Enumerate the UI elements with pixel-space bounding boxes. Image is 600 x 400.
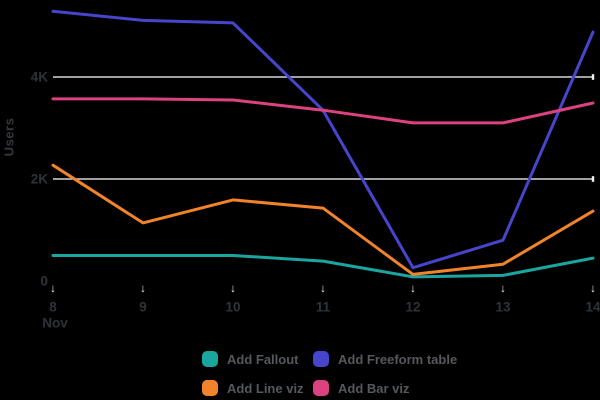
series-line-add-freeform-table[interactable] xyxy=(51,9,595,270)
x-tick-label-11: 11 xyxy=(316,300,331,315)
x-axis-month-label: Nov xyxy=(42,316,68,331)
gridline-end-tick-2k xyxy=(591,176,595,182)
y-tick-label-4k: 4K xyxy=(31,70,49,85)
legend-label-add-fallout: Add Fallout xyxy=(227,351,299,367)
legend-swatch-icon-add-freeform-table xyxy=(313,351,329,367)
y-tick-label-2k: 2K xyxy=(31,172,49,187)
x-tick-arrow-icon: ↓ xyxy=(590,283,596,295)
legend-item-add-line-viz[interactable]: Add Line viz xyxy=(202,380,313,396)
legend-label-add-freeform-table: Add Freeform table xyxy=(338,351,458,367)
legend-label-add-bar-viz: Add Bar viz xyxy=(338,380,410,396)
x-tick-label-14: 14 xyxy=(585,300,600,315)
series-line-add-bar-viz[interactable] xyxy=(51,97,595,125)
series-line-add-line-viz[interactable] xyxy=(51,163,595,276)
x-tick-arrow-icon: ↓ xyxy=(50,283,56,295)
x-tick-label-9: 9 xyxy=(139,300,147,315)
legend-label-add-line-viz: Add Line viz xyxy=(227,380,304,396)
legend-item-add-bar-viz[interactable]: Add Bar viz xyxy=(313,380,457,396)
x-tick-arrow-icon: ↓ xyxy=(410,283,416,295)
legend-swatch-icon-add-fallout xyxy=(202,351,218,367)
chart-legend: Add Fallout Add Freeform table Add Line vi… xyxy=(202,351,457,396)
x-tick-label-13: 13 xyxy=(495,300,511,315)
gridline-end-tick-4k xyxy=(591,74,595,80)
x-tick-label-10: 10 xyxy=(225,300,240,315)
y-tick-label-0: 0 xyxy=(40,274,48,289)
x-tick-arrow-icon: ↓ xyxy=(320,283,326,295)
x-tick-arrow-icon: ↓ xyxy=(140,283,146,295)
x-tick-label-8: 8 xyxy=(49,300,57,315)
x-tick-arrow-icon: ↓ xyxy=(500,283,506,295)
x-tick-arrow-icon: ↓ xyxy=(230,283,236,295)
y-axis-title: Users xyxy=(2,118,17,157)
legend-item-add-freeform-table[interactable]: Add Freeform table xyxy=(313,351,457,367)
legend-swatch-icon-add-bar-viz xyxy=(313,380,329,396)
series-line-add-fallout[interactable] xyxy=(51,254,595,279)
x-tick-label-12: 12 xyxy=(405,300,420,315)
legend-swatch-icon-add-line-viz xyxy=(202,380,218,396)
legend-item-add-fallout[interactable]: Add Fallout xyxy=(202,351,313,367)
